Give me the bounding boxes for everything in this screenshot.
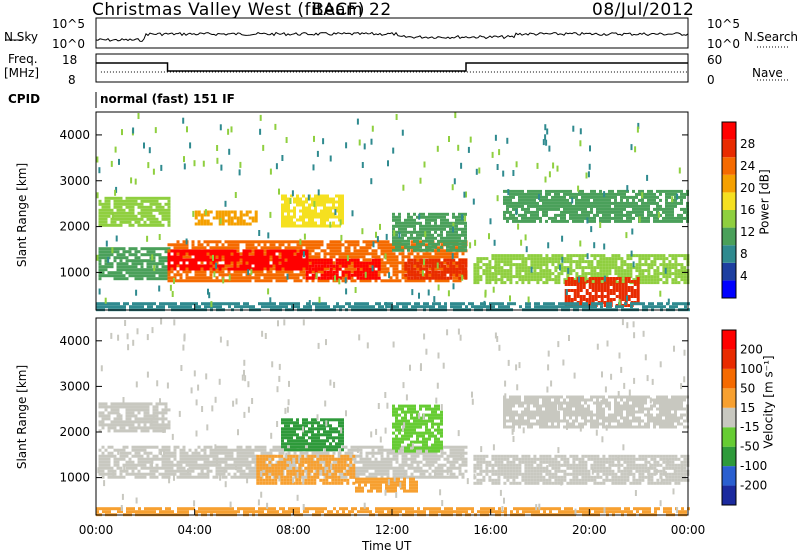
velocity-colorbar-tick: 200 <box>740 342 763 356</box>
velocity-colorbar-segment <box>722 330 736 350</box>
velocity-colorbar-segment <box>722 485 736 505</box>
power-colorbar-frame <box>721 121 737 299</box>
power-band <box>404 258 468 280</box>
power-band <box>167 249 309 271</box>
power-ytick-label: 3000 <box>59 174 90 188</box>
power-colorbar-segment <box>722 192 736 210</box>
nsearch-tick-top: 10^5 <box>707 17 740 31</box>
velocity-colorbar-tick: 100 <box>740 362 763 376</box>
x-tick-label: 16:00 <box>473 523 508 537</box>
freq-tick-top: 18 <box>62 53 78 67</box>
nsky-tick-top: 10^5 <box>52 17 85 31</box>
velocity-colorbar-tick: 50 <box>740 381 755 395</box>
freq-panel-frame <box>95 53 689 83</box>
power-colorbar-segment <box>722 280 736 298</box>
cpid-text: normal (fast) 151 IF <box>100 92 235 106</box>
power-colorbar-tick: 20 <box>740 181 755 195</box>
nave-tick-top: 60 <box>707 53 723 67</box>
velocity-colorbar-segment <box>722 466 736 486</box>
velocity-colorbar-tick: -15 <box>740 420 760 434</box>
freq-label: Freq. <box>8 52 38 66</box>
freq-tick-bottom: 8 <box>68 73 76 87</box>
beam-title: Beam 22 <box>312 0 392 20</box>
velocity-colorbar-segment <box>722 427 736 447</box>
nsky-tick-bottom: 10^0 <box>52 37 85 51</box>
velocity-ytick-label: 3000 <box>59 379 90 393</box>
velocity-colorbar-segment <box>722 446 736 467</box>
power-band <box>98 247 171 281</box>
x-axis-label: Time UT <box>362 539 412 553</box>
velocity-band <box>473 454 690 485</box>
x-tick-label: 00:00 <box>671 523 706 537</box>
power-band <box>98 196 171 227</box>
velocity-ytick-label: 1000 <box>59 471 90 485</box>
velocity-ytick-label: 4000 <box>59 334 90 348</box>
velocity-ytick-label: 2000 <box>59 425 90 439</box>
power-colorbar-segment <box>722 262 736 281</box>
velocity-colorbar-tick: 15 <box>740 401 755 415</box>
nsearch-tick-bottom: 10^0 <box>707 37 740 51</box>
freq-trace <box>96 62 688 72</box>
power-speckles <box>96 112 681 308</box>
power-band <box>281 194 344 228</box>
power-colorbar-tick: 24 <box>740 159 755 173</box>
nave-tick-bottom: 0 <box>707 73 715 87</box>
x-tick-label: 00:00 <box>79 523 114 537</box>
velocity-band <box>503 395 689 429</box>
x-tick-label: 04:00 <box>177 523 212 537</box>
velocity-colorbar-segment <box>722 388 736 408</box>
power-colorbar-segment <box>722 227 736 246</box>
power-colorbar-segment <box>722 174 736 193</box>
power-band <box>305 258 381 280</box>
station-title: Christmas Valley West (fitACF) <box>92 0 366 20</box>
velocity-colorbar-tick: -50 <box>740 440 760 454</box>
freq-unit: [MHz] <box>4 66 40 80</box>
power-colorbar-tick: 12 <box>740 225 755 239</box>
velocity-colorbar-frame <box>721 329 737 506</box>
velocity-band <box>281 418 344 452</box>
x-tick-label: 08:00 <box>276 523 311 537</box>
power-colorbar-tick: 4 <box>740 269 748 283</box>
velocity-colorbar-segment <box>722 349 736 369</box>
power-ytick-label: 2000 <box>59 220 90 234</box>
power-colorbar-segment <box>722 157 736 175</box>
velocity-colorbar-tick: -100 <box>740 459 767 473</box>
power-colorbar-tick: 8 <box>740 247 748 261</box>
velocity-band <box>256 454 356 485</box>
nsearch-label: N.Search <box>744 30 799 44</box>
power-ytick-label: 4000 <box>59 128 90 142</box>
velocity-colorbar-segment <box>722 368 736 389</box>
power-colorbar-segment <box>722 245 736 263</box>
velocity-colorbar-tick: -200 <box>740 479 767 493</box>
power-ytick-label: 1000 <box>59 265 90 279</box>
power-colorbar-segment <box>722 139 736 158</box>
cpid-label: CPID <box>8 92 41 106</box>
power-colorbar-segment <box>722 210 736 228</box>
nave-label: Nave <box>752 66 783 80</box>
nsky-panel-frame <box>95 17 689 49</box>
velocity-speckles <box>97 318 686 515</box>
date-title: 08/Jul/2012 <box>592 0 695 20</box>
power-colorbar-segment <box>722 122 736 140</box>
velocity-colorbar-segment <box>722 407 736 428</box>
velocity-band <box>392 404 443 453</box>
power-colorbar-tick: 16 <box>740 203 755 217</box>
power-band <box>392 212 467 252</box>
nsky-trace <box>95 31 689 42</box>
x-tick-label: 20:00 <box>572 523 607 537</box>
power-colorbar-tick: 28 <box>740 137 755 151</box>
x-tick-label: 12:00 <box>375 523 410 537</box>
